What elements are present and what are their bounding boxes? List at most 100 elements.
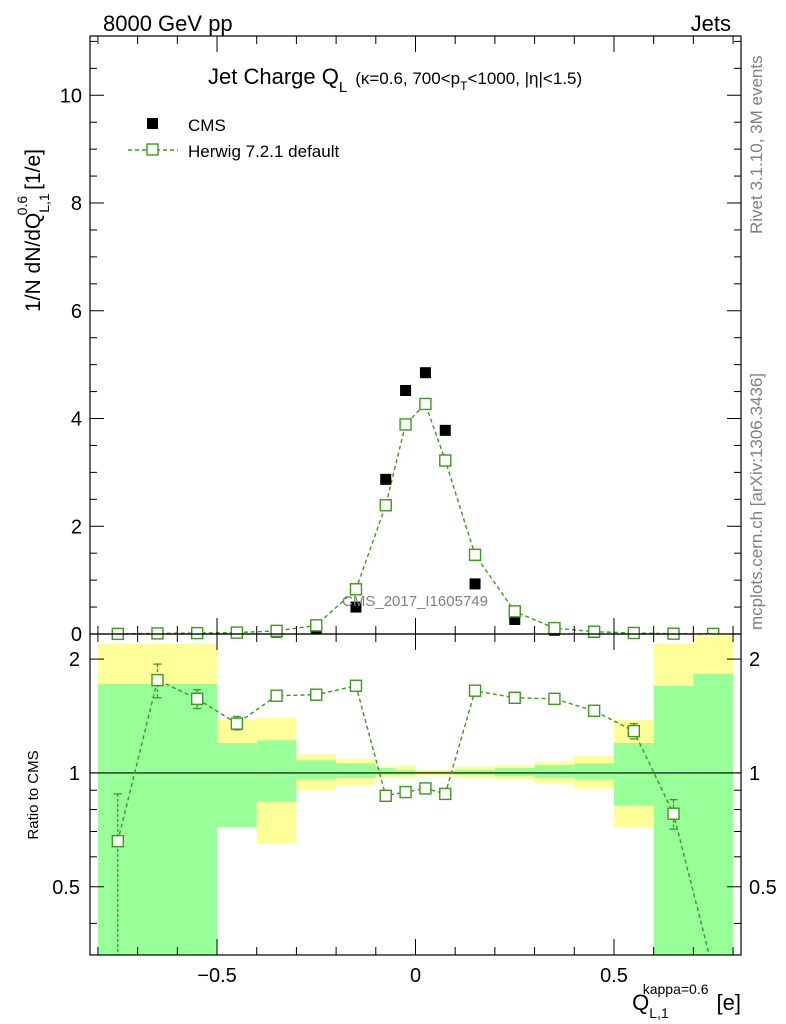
main-ytick-label: 10 <box>60 85 82 107</box>
main-ylabel-sup: 0.6 <box>14 196 30 216</box>
herwig-ratio-point <box>270 689 283 702</box>
cms-point <box>439 424 451 436</box>
uncertainty-band-inner <box>375 768 396 775</box>
herwig-ratio-point <box>508 691 521 704</box>
herwig-point <box>439 454 452 467</box>
herwig-ratio-point <box>230 717 244 730</box>
herwig-point <box>468 548 482 562</box>
herwig-point <box>419 397 432 411</box>
herwig-ratio-point <box>548 692 561 706</box>
uncertainty-band-inner <box>256 740 297 802</box>
plot-title: Jet Charge QL (κ=0.6, 700<pT<1000, |η|<1.… <box>208 64 582 96</box>
uncertainty-band-inner <box>177 683 218 955</box>
main-ytick-label: 0 <box>71 624 82 646</box>
herwig-ratio-point <box>310 688 323 701</box>
herwig-line <box>117 402 714 635</box>
uncertainty-band-inner <box>693 673 734 955</box>
herwig-ratio-point <box>627 724 641 738</box>
herwig-point <box>230 626 244 639</box>
ratio-ytick-label-right: 2 <box>749 649 760 671</box>
herwig-point <box>270 624 283 638</box>
ratio-xlabel-main: Q <box>632 990 649 1015</box>
plot-title-params-sub: T <box>460 79 468 93</box>
ratio-ylabel: Ratio to CMS <box>25 750 42 839</box>
herwig-point <box>190 626 204 640</box>
herwig-point <box>349 583 363 596</box>
herwig-point <box>587 625 601 638</box>
herwig-point <box>399 418 412 431</box>
main-ylabel: 1/N dN/dQL,1 0.6 [1/e] <box>14 149 52 312</box>
ratio-xtick-label: −0.5 <box>197 965 236 987</box>
main-panel: 0 2 4 6 8 10 Jet Charge QL (κ=0.6, 700<pT<1000… <box>14 35 742 646</box>
uncertainty-band-inner <box>97 683 178 955</box>
ratio-ytick-label-right: 1 <box>749 763 760 785</box>
main-ylabel-sub: L,1 <box>36 193 52 213</box>
uncertainty-band-inner <box>455 769 495 775</box>
main-ylabel-unit: [1/e] <box>22 149 45 190</box>
plot-title-main: Jet Charge Q <box>208 64 339 89</box>
uncertainty-band-inner <box>653 685 694 955</box>
uncertainty-band-inner <box>574 763 614 780</box>
plot-title-sub: L <box>339 79 347 96</box>
cms-point <box>380 473 392 485</box>
herwig-point <box>379 499 392 512</box>
herwig-ratio-point <box>190 692 204 706</box>
uncertainty-band-inner <box>613 742 654 806</box>
herwig-ratio-point <box>468 684 482 697</box>
cms-point <box>469 578 481 590</box>
ratio-ticks: 0.5 0.5 1 1 2 2 −0.5 0 0.5 <box>52 634 777 987</box>
uncertainty-band-inner <box>217 742 257 827</box>
main-ytick-label: 6 <box>71 301 82 323</box>
herwig-ratio-point <box>111 834 124 848</box>
herwig-ratio-point <box>151 673 164 687</box>
herwig-point <box>508 605 521 618</box>
cms-point <box>400 384 412 396</box>
ratio-ytick-label: 1 <box>69 763 80 785</box>
uncertainty-band-inner <box>494 768 535 777</box>
main-ytick-label: 4 <box>71 409 82 431</box>
herwig-ratio-point <box>349 679 363 692</box>
ratio-ytick-label: 0.5 <box>52 877 80 899</box>
ratio-ytick-label: 2 <box>69 649 80 671</box>
uncertainty-band-inner <box>336 763 376 778</box>
ratio-ytick-label-right: 0.5 <box>749 877 777 899</box>
cms-point <box>350 601 362 613</box>
mcplots-label: mcplots.cern.ch [arXiv:1306.3436] <box>747 373 766 630</box>
main-ytick-label: 8 <box>71 193 82 215</box>
plot-title-params: (κ=0.6, 700<p <box>355 69 460 88</box>
ratio-marks <box>90 634 741 955</box>
main-ticks: 0 2 4 6 8 10 <box>60 36 741 646</box>
ratio-xlabel: QL,1 kappa=0.6 [e] <box>632 981 741 1021</box>
ratio-xlabel-unit: [e] <box>717 990 741 1015</box>
ratio-panel: 0.5 0.5 1 1 2 2 −0.5 0 0.5 Ratio to CMS QL,1 kapp… <box>25 633 777 1021</box>
cms-point <box>509 613 521 625</box>
herwig-point <box>627 626 641 640</box>
rivet-version-label: Rivet 3.1.10, 3M events <box>747 55 766 234</box>
plot-title-params-tail: <1000, |η|<1.5) <box>467 69 582 88</box>
uncertainty-band-inner <box>395 769 416 775</box>
legend-cms-marker <box>147 118 158 129</box>
ratio-xlabel-sub: L,1 <box>649 1005 669 1021</box>
ratio-xlabel-sup: kappa=0.6 <box>643 981 709 997</box>
herwig-point <box>310 619 323 632</box>
ratio-xtick-label: 0 <box>410 965 421 987</box>
herwig-ratio-line <box>117 679 710 955</box>
ratio-xtick-label: 0.5 <box>600 965 628 987</box>
legend-herwig-label: Herwig 7.2.1 default <box>188 142 339 161</box>
header-right-label: Jets <box>691 11 731 36</box>
legend-cms-label: CMS <box>188 116 226 135</box>
herwig-ratio-point <box>587 704 601 717</box>
main-ytick-label: 2 <box>71 516 82 538</box>
cms-point <box>419 367 431 379</box>
herwig-ratio-point <box>667 807 680 820</box>
analysis-watermark: CMS_2017_I1605749 <box>342 593 488 610</box>
herwig-ratio-point <box>439 787 452 801</box>
herwig-ratio-point <box>399 785 412 799</box>
herwig-point <box>548 621 561 635</box>
main-marks <box>111 367 720 641</box>
uncertainty-band-inner <box>534 764 575 778</box>
herwig-ratio-point <box>379 789 392 802</box>
legend-herwig-marker <box>146 143 159 156</box>
uncertainty-band-inner <box>296 760 337 780</box>
